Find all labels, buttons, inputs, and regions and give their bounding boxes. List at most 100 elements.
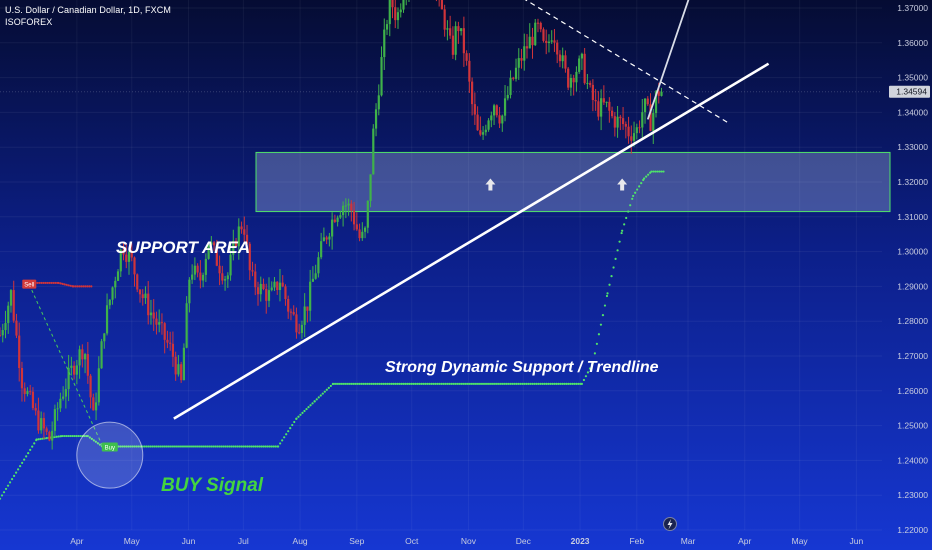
candle-body[interactable] (18, 335, 21, 369)
candle-body[interactable] (237, 226, 240, 247)
candle-body[interactable] (619, 116, 622, 119)
candle-body[interactable] (531, 36, 534, 46)
candle-body[interactable] (34, 408, 37, 411)
candle-body[interactable] (245, 234, 249, 244)
candle-body[interactable] (251, 270, 254, 272)
candle-body[interactable] (169, 342, 172, 344)
last-price-tag[interactable] (889, 85, 930, 98)
candle-body[interactable] (446, 28, 449, 30)
candle-body[interactable] (160, 322, 164, 324)
candle-body[interactable] (454, 26, 457, 55)
time-axis[interactable]: Apr May Jun Jul Aug Sep Oct Nov Dec 2023 Feb Mar Apr… (70, 517, 863, 547)
candle-body[interactable] (402, 0, 405, 10)
candle-body[interactable] (567, 68, 570, 88)
candle-body[interactable] (309, 281, 312, 311)
candle-body[interactable] (171, 343, 175, 357)
candle-body[interactable] (174, 356, 177, 375)
candle-body[interactable] (240, 226, 243, 230)
candle-body[interactable] (641, 112, 644, 128)
candle-body[interactable] (207, 244, 210, 259)
candle-body[interactable] (602, 98, 605, 103)
candle-body[interactable] (498, 115, 501, 124)
candle-body[interactable] (355, 224, 358, 230)
candle-body[interactable] (149, 312, 153, 316)
candle-body[interactable] (553, 40, 556, 43)
candle-body[interactable] (144, 293, 147, 299)
candle-body[interactable] (97, 368, 100, 403)
candle-body[interactable] (545, 40, 548, 43)
candle-body[interactable] (399, 9, 402, 13)
candle-body[interactable] (506, 94, 509, 99)
candle-body[interactable] (462, 28, 465, 54)
candle-body[interactable] (287, 299, 290, 312)
candle-body[interactable] (45, 428, 48, 432)
candle-body[interactable] (443, 9, 446, 30)
candle-body[interactable] (523, 46, 526, 61)
candle-body[interactable] (105, 305, 109, 334)
candle-body[interactable] (564, 55, 567, 69)
candle-body[interactable] (262, 283, 265, 289)
candle-body[interactable] (243, 229, 246, 235)
candle-body[interactable] (539, 22, 542, 30)
candle-body[interactable] (158, 322, 161, 325)
candle-body[interactable] (265, 288, 268, 301)
candle-body[interactable] (331, 219, 334, 237)
candle-body[interactable] (503, 98, 507, 116)
candle-body[interactable] (64, 389, 67, 397)
candle-body[interactable] (229, 254, 232, 276)
candle-body[interactable] (586, 82, 589, 84)
candle-body[interactable] (383, 29, 386, 58)
candle-body[interactable] (141, 294, 144, 299)
candle-body[interactable] (147, 293, 150, 316)
candle-body[interactable] (42, 418, 46, 429)
candle-body[interactable] (259, 283, 262, 295)
candle-body[interactable] (509, 77, 512, 95)
candle-body[interactable] (177, 364, 180, 375)
candle-body[interactable] (320, 241, 323, 258)
candle-body[interactable] (501, 115, 504, 124)
candle-body[interactable] (218, 265, 221, 274)
candle-body[interactable] (234, 240, 238, 247)
candle-body[interactable] (114, 280, 117, 288)
candle-body[interactable] (657, 91, 660, 96)
candle-body[interactable] (23, 388, 26, 395)
candle-body[interactable] (556, 42, 559, 55)
candle-body[interactable] (339, 215, 342, 218)
candle-body[interactable] (558, 54, 562, 62)
candle-body[interactable] (597, 101, 600, 117)
candle-body[interactable] (12, 290, 15, 321)
candle-body[interactable] (580, 53, 584, 59)
candle-body[interactable] (388, 0, 391, 25)
candle-body[interactable] (298, 332, 301, 334)
candle-body[interactable] (578, 58, 581, 72)
candle-body[interactable] (394, 7, 397, 21)
candle-body[interactable] (333, 219, 336, 222)
candle-body[interactable] (267, 290, 271, 301)
candle-body[interactable] (575, 71, 578, 83)
candle-body[interactable] (594, 100, 597, 102)
candle-body[interactable] (589, 82, 592, 85)
candle-body[interactable] (317, 257, 320, 274)
candle-body[interactable] (528, 36, 531, 49)
candle-body[interactable] (182, 347, 186, 381)
candle-body[interactable] (133, 257, 136, 275)
candlesticks[interactable] (0, 0, 663, 450)
candle-body[interactable] (616, 116, 619, 128)
candle-body[interactable] (652, 113, 655, 131)
candle-body[interactable] (654, 91, 658, 114)
candle-body[interactable] (81, 349, 84, 360)
candle-body[interactable] (352, 210, 356, 225)
candle-body[interactable] (254, 271, 257, 288)
candle-body[interactable] (534, 22, 537, 46)
candle-body[interactable] (481, 132, 485, 135)
candle-body[interactable] (635, 127, 638, 134)
candle-body[interactable] (295, 314, 298, 333)
candle-body[interactable] (196, 265, 199, 273)
candle-body[interactable] (396, 12, 400, 21)
candle-body[interactable] (215, 245, 218, 266)
price-axis[interactable]: 1.22000 1.23000 1.24000 1.25000 1.26000 1.270… (882, 0, 932, 550)
candle-body[interactable] (643, 98, 647, 113)
candle-body[interactable] (185, 303, 188, 348)
candle-body[interactable] (119, 249, 122, 272)
candle-body[interactable] (363, 227, 367, 232)
